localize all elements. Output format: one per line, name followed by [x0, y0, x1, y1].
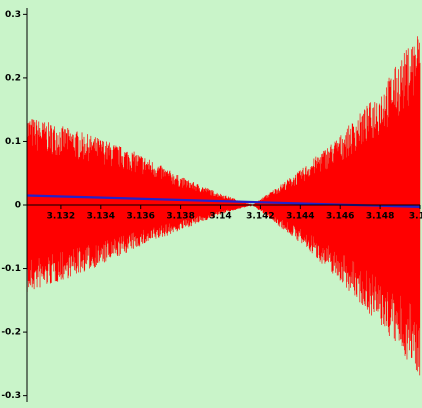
x-tick-label: 3.14 — [209, 212, 231, 222]
x-tick-label: 3.138 — [166, 212, 194, 222]
x-tick-label: 3.134 — [87, 212, 115, 222]
red-oscillation-core — [27, 94, 420, 312]
y-tick-label: -0.3 — [1, 391, 21, 401]
ticks: 3.132 3.134 3.136 3.138 3.14 3.142 3.144 3.146 3… — [1, 10, 422, 401]
x-tick-label: 3.146 — [326, 212, 354, 222]
y-tick-label: 0.3 — [5, 10, 21, 20]
y-tick-label: 0 — [15, 201, 21, 211]
y-tick-label: -0.1 — [1, 264, 21, 274]
x-tick-label: 3.144 — [286, 212, 314, 222]
x-tick-label: 3.15 — [409, 212, 422, 222]
x-tick-label: 3.132 — [47, 212, 75, 222]
x-tick-label: 3.142 — [246, 212, 274, 222]
axes — [26, 8, 420, 402]
y-tick-label: -0.2 — [1, 328, 21, 338]
series-red-oscillation — [26, 36, 421, 376]
x-tick-label: 3.148 — [366, 212, 394, 222]
x-tick-label: 3.136 — [126, 212, 154, 222]
y-tick-label: 0.1 — [5, 137, 21, 147]
y-tick-label: 0.2 — [5, 73, 21, 83]
